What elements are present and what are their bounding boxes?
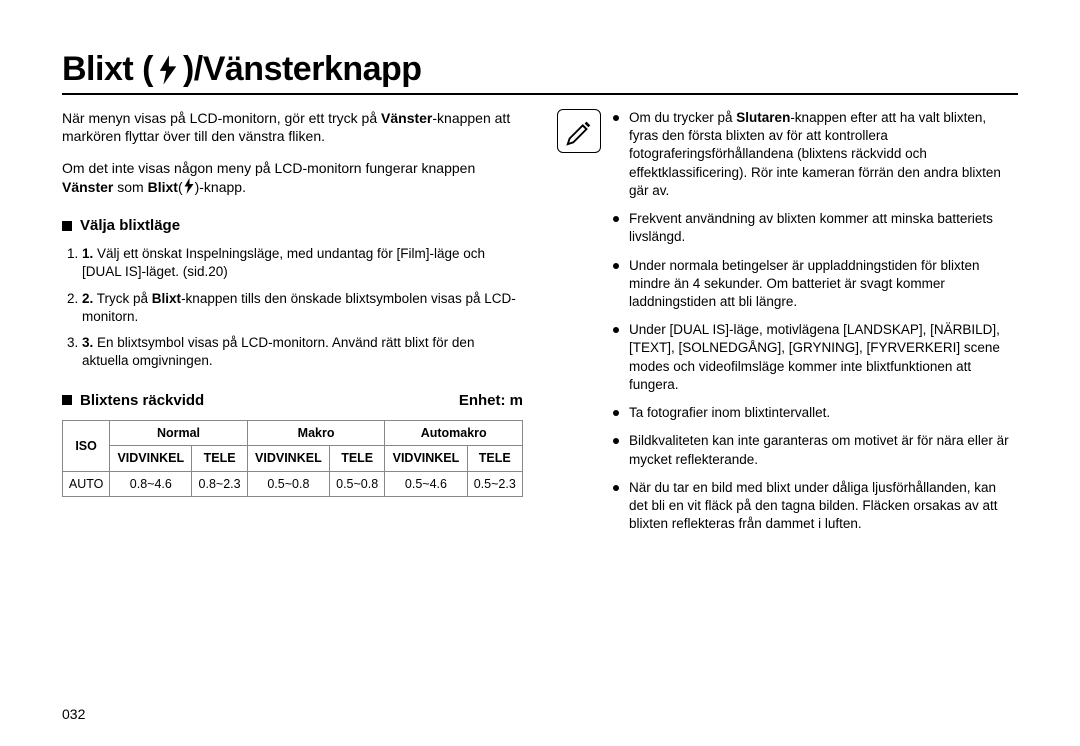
step-3: 3. En blixtsymbol visas på LCD-monitorn.… (82, 334, 523, 370)
flash-range-table: ISO Normal Makro Automakro VIDVINKEL TEL… (62, 420, 523, 497)
right-column: Om du trycker på Slutaren-knappen efter … (557, 109, 1018, 543)
square-bullet-icon (62, 221, 72, 231)
pencil-icon (564, 116, 594, 146)
note-item: Under normala betingelser är uppladdning… (613, 257, 1018, 312)
step-2: 2. Tryck på Blixt-knappen tills den önsk… (82, 290, 523, 326)
section-heading-blixtlage: Välja blixtläge (62, 216, 523, 236)
text: Om det inte visas någon meny på LCD-moni… (62, 160, 475, 176)
step-text: En blixtsymbol visas på LCD-monitorn. An… (82, 335, 474, 368)
text: När menyn visas på LCD-monitorn, gör ett… (62, 110, 381, 126)
step-text: Tryck på (97, 291, 152, 306)
bold-blixt: Blixt (148, 179, 178, 195)
text: Om du trycker på (629, 110, 736, 125)
unit-label: Enhet: m (459, 391, 523, 411)
page-number: 032 (62, 706, 85, 722)
note-icon-frame (557, 109, 601, 153)
step-num: 3. (82, 335, 93, 350)
left-column: När menyn visas på LCD-monitorn, gör ett… (62, 109, 523, 543)
th-tele: TELE (467, 446, 522, 471)
note-item: När du tar en bild med blixt under dålig… (613, 479, 1018, 534)
flash-icon-inline (183, 179, 195, 195)
flash-icon (157, 55, 179, 85)
step-num: 1. (82, 246, 93, 261)
step-text: Välj ett önskat Inspelningsläge, med und… (82, 246, 485, 279)
title-pre: Blixt ( (62, 50, 153, 89)
th-tele: TELE (192, 446, 247, 471)
intro-p1: När menyn visas på LCD-monitorn, gör ett… (62, 109, 523, 145)
th-tele: TELE (329, 446, 384, 471)
th-vidvinkel: VIDVINKEL (247, 446, 329, 471)
steps-list: 1. Välj ett önskat Inspelningsläge, med … (62, 245, 523, 370)
heading-text: Välja blixtläge (80, 216, 180, 236)
note-item: Frekvent användning av blixten kommer at… (613, 210, 1018, 246)
td-iso: AUTO (63, 471, 110, 496)
heading-text: Blixtens räckvidd (80, 391, 204, 411)
section-heading-rackvidd: Blixtens räckvidd Enhet: m (62, 391, 523, 411)
bold-slutaren: Slutaren (736, 110, 790, 125)
note-item: Bildkvaliteten kan inte garanteras om mo… (613, 432, 1018, 468)
square-bullet-icon (62, 395, 72, 405)
intro-p2: Om det inte visas någon meny på LCD-moni… (62, 159, 523, 195)
td-cell: 0.5~0.8 (247, 471, 329, 496)
td-cell: 0.5~2.3 (467, 471, 522, 496)
note-item: Ta fotografier inom blixtintervallet. (613, 404, 1018, 422)
step-num: 2. (82, 291, 93, 306)
th-vidvinkel: VIDVINKEL (110, 446, 192, 471)
title-post: )/Vänsterknapp (183, 50, 422, 89)
th-iso: ISO (63, 421, 110, 472)
text: )-knapp. (195, 179, 246, 195)
text: som (113, 179, 147, 195)
notes-list: Om du trycker på Slutaren-knappen efter … (613, 109, 1018, 543)
td-cell: 0.5~0.8 (329, 471, 384, 496)
step-1: 1. Välj ett önskat Inspelningsläge, med … (82, 245, 523, 281)
th-makro: Makro (247, 421, 385, 446)
bold-vanster: Vänster (381, 110, 432, 126)
td-cell: 0.8~2.3 (192, 471, 247, 496)
note-item: Om du trycker på Slutaren-knappen efter … (613, 109, 1018, 200)
table-row: AUTO 0.8~4.6 0.8~2.3 0.5~0.8 0.5~0.8 0.5… (63, 471, 523, 496)
td-cell: 0.5~4.6 (385, 471, 467, 496)
note-item: Under [DUAL IS]-läge, motivlägena [LANDS… (613, 321, 1018, 394)
page-title: Blixt ( )/Vänsterknapp (62, 50, 1018, 95)
td-cell: 0.8~4.6 (110, 471, 192, 496)
th-normal: Normal (110, 421, 248, 446)
bold-vanster: Vänster (62, 179, 113, 195)
bold-blixt: Blixt (152, 291, 181, 306)
th-automakro: Automakro (385, 421, 523, 446)
th-vidvinkel: VIDVINKEL (385, 446, 467, 471)
